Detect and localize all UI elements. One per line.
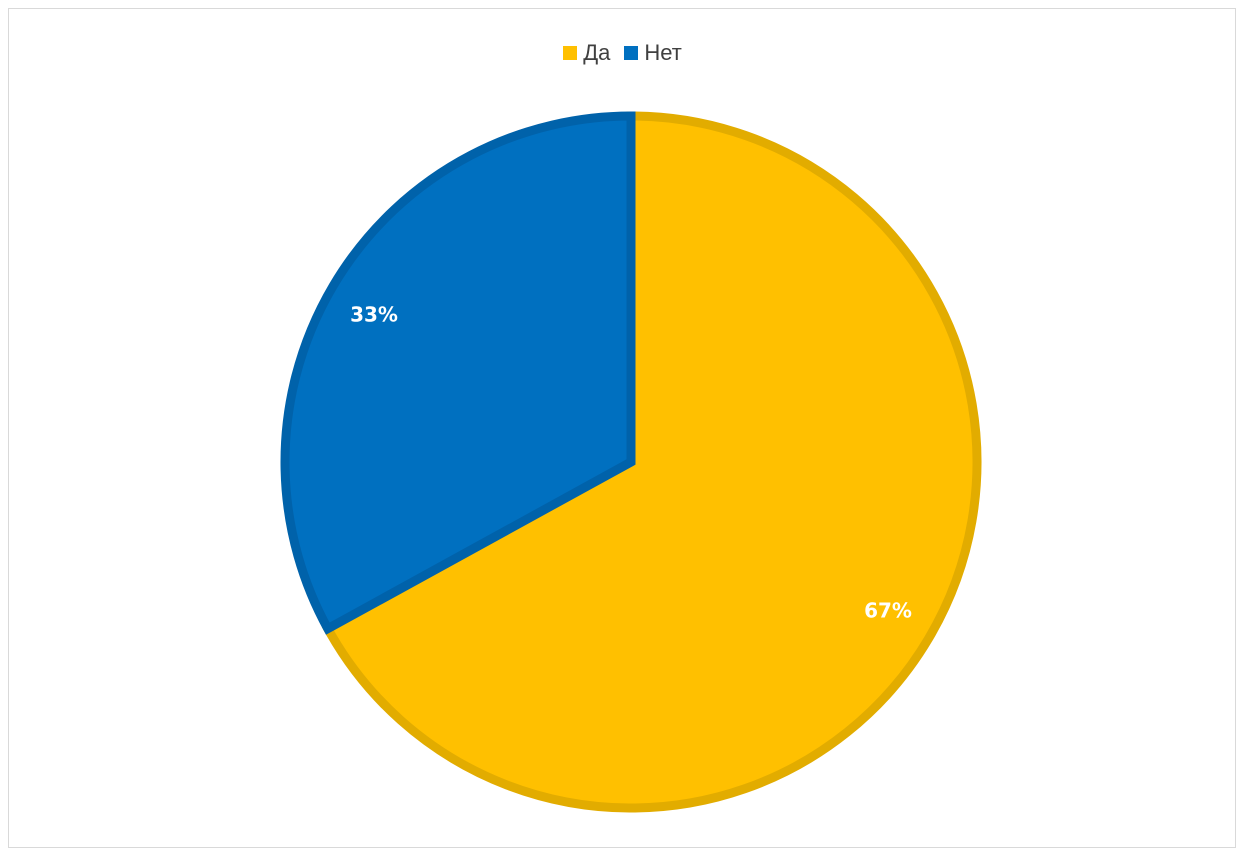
- data-label-net: 33%: [350, 303, 398, 327]
- chart-legend: Да Нет: [0, 40, 1245, 66]
- legend-item-net: Нет: [624, 40, 682, 66]
- data-label-da: 67%: [864, 599, 912, 623]
- legend-label-net: Нет: [644, 40, 682, 65]
- legend-item-da: Да: [563, 40, 610, 66]
- legend-label-da: Да: [583, 40, 611, 65]
- pie-slice-net: [280, 111, 636, 635]
- pie-slice-da: [321, 111, 982, 813]
- legend-swatch-net: [624, 46, 639, 60]
- legend-swatch-da: [563, 46, 578, 60]
